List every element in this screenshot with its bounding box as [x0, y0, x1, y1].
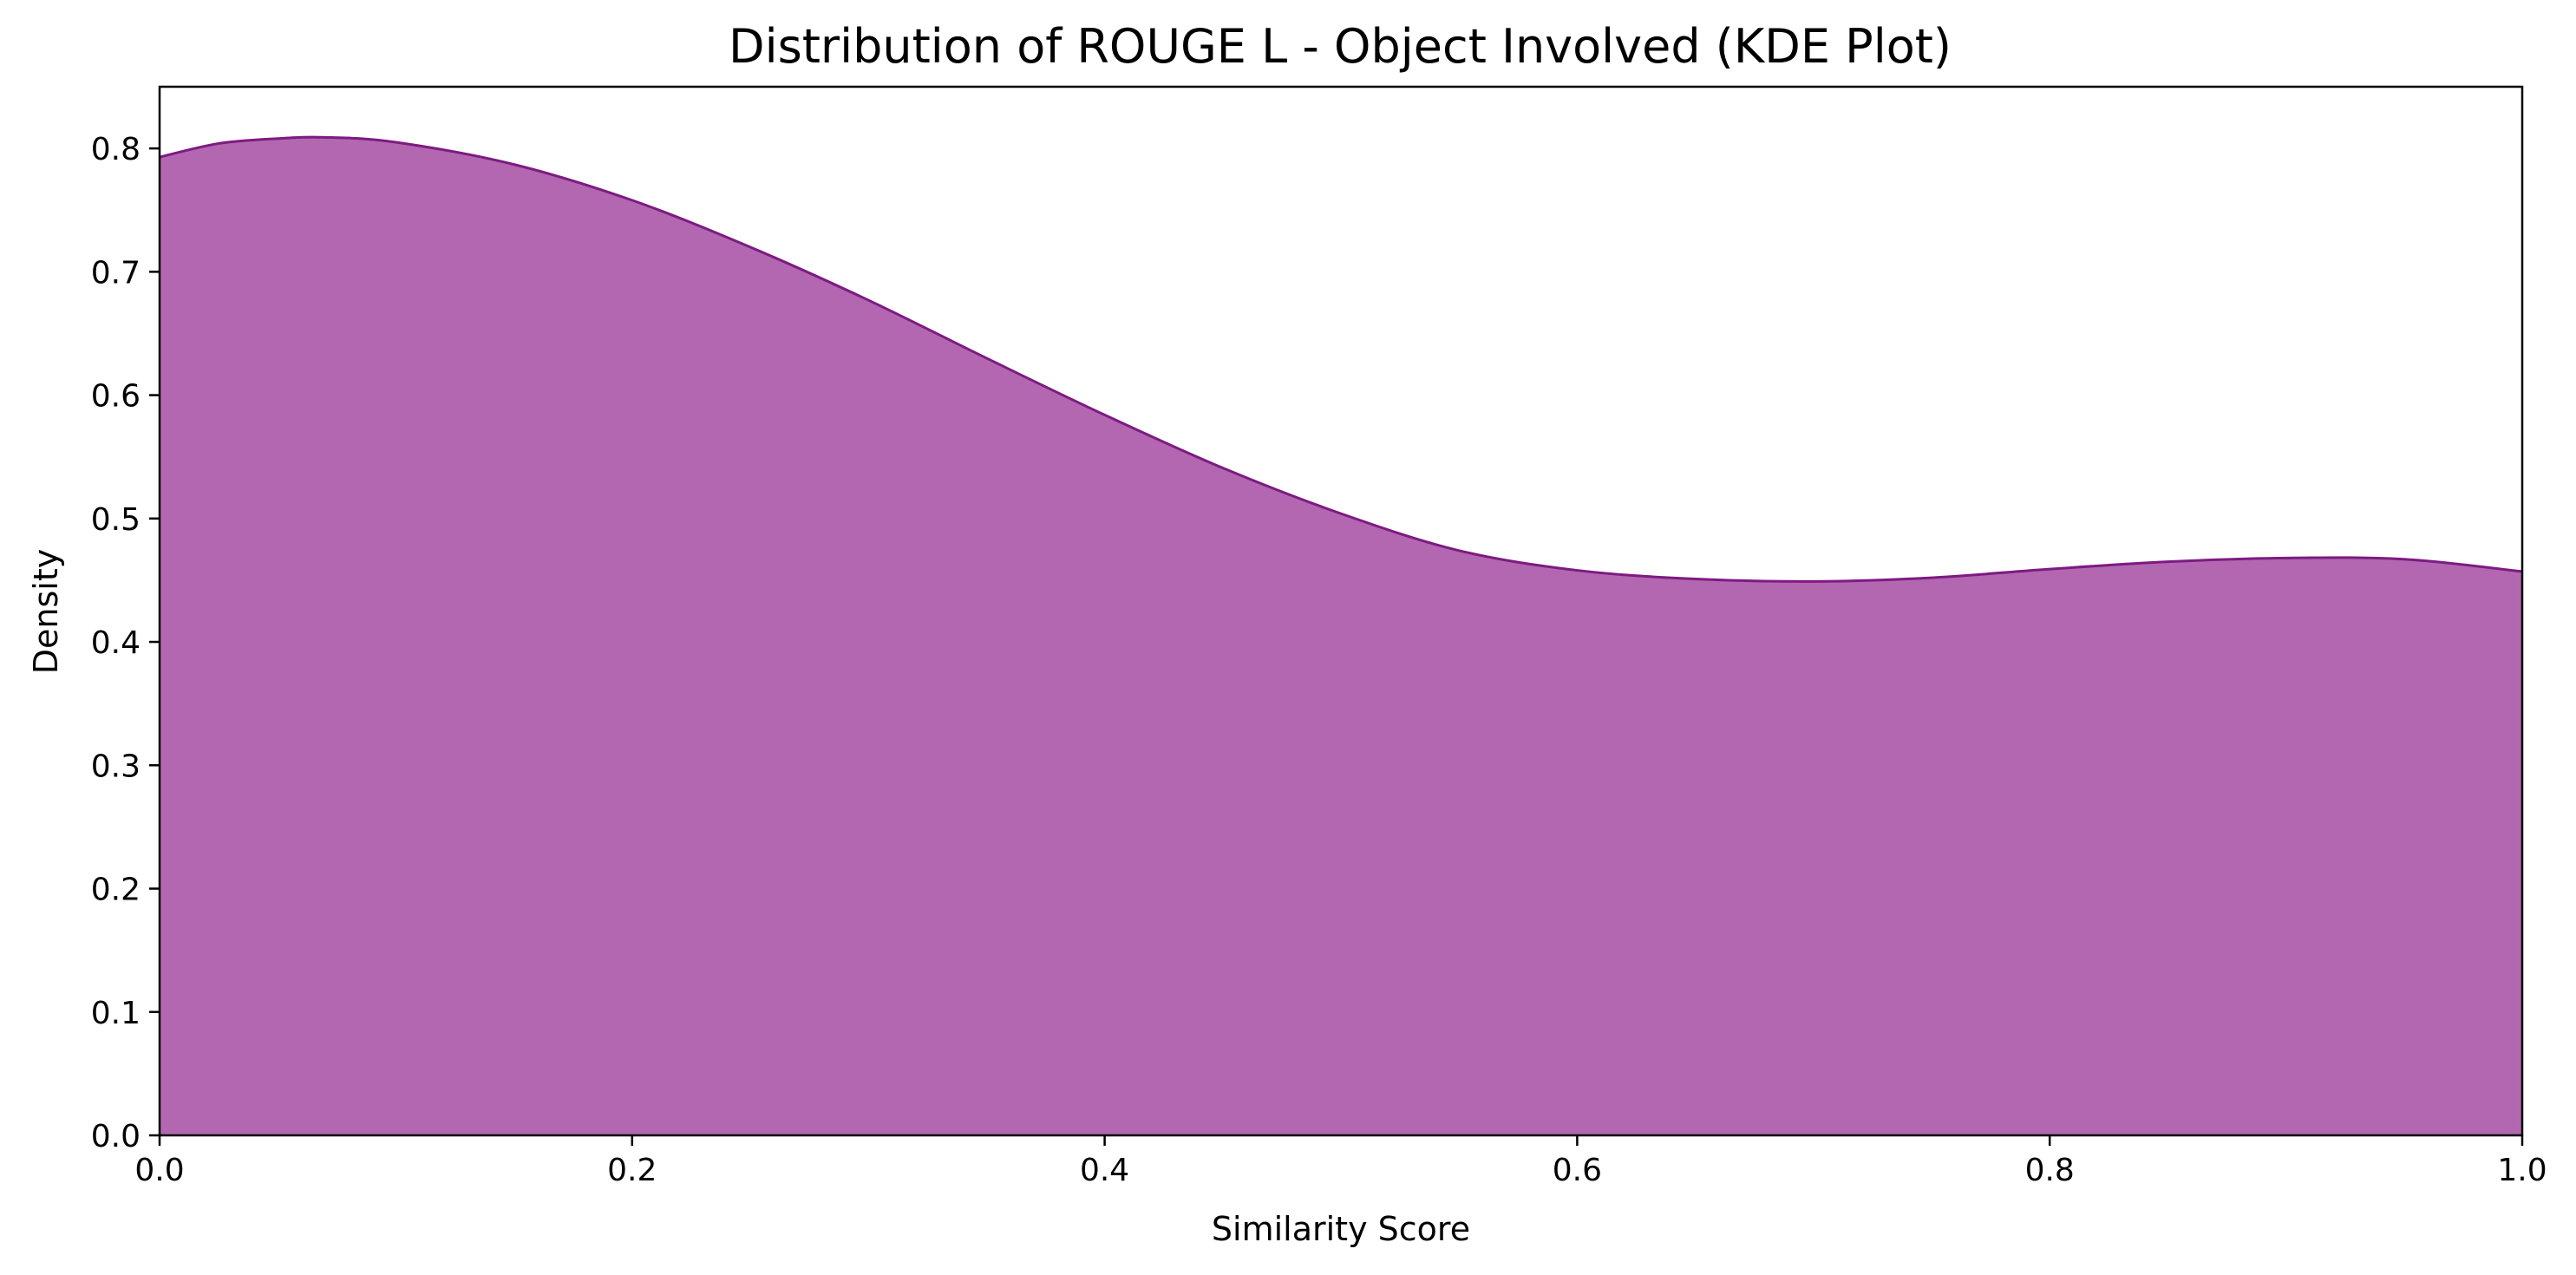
- y-tick-label: 0.1: [91, 996, 141, 1031]
- kde-curve-line: [159, 135, 2523, 583]
- x-tick-label: 0.4: [1080, 1153, 1129, 1188]
- y-axis-ticks: 0.0 0.1 0.2 0.3 0.4 0.5 0.6 0.7 0.8: [91, 132, 160, 1154]
- y-tick-label: 0.4: [91, 625, 141, 661]
- plot-area: [159, 135, 2523, 1135]
- y-axis-label: Density: [27, 549, 65, 674]
- x-tick-label: 0.8: [2025, 1153, 2075, 1188]
- x-tick-label: 1.0: [2497, 1153, 2547, 1188]
- y-tick-label: 0.7: [91, 255, 141, 291]
- x-tick-label: 0.0: [134, 1153, 184, 1188]
- y-tick-label: 0.6: [91, 379, 141, 415]
- y-tick-label: 0.8: [91, 132, 141, 167]
- x-axis-ticks: 0.0 0.2 0.4 0.6 0.8 1.0: [134, 1135, 2547, 1188]
- kde-area-fill: [160, 137, 2522, 1135]
- plot-frame: [158, 85, 2524, 1137]
- x-axis-label: Similarity Score: [1212, 1210, 1470, 1248]
- y-tick-label: 0.2: [91, 873, 141, 908]
- x-tick-label: 0.6: [1553, 1153, 1602, 1188]
- x-tick-label: 0.2: [607, 1153, 657, 1188]
- y-tick-label: 0.3: [91, 749, 141, 784]
- y-tick-label: 0.5: [91, 502, 141, 538]
- chart-title: Distribution of ROUGE L - Object Involve…: [729, 19, 1952, 74]
- y-tick-label: 0.0: [91, 1119, 141, 1154]
